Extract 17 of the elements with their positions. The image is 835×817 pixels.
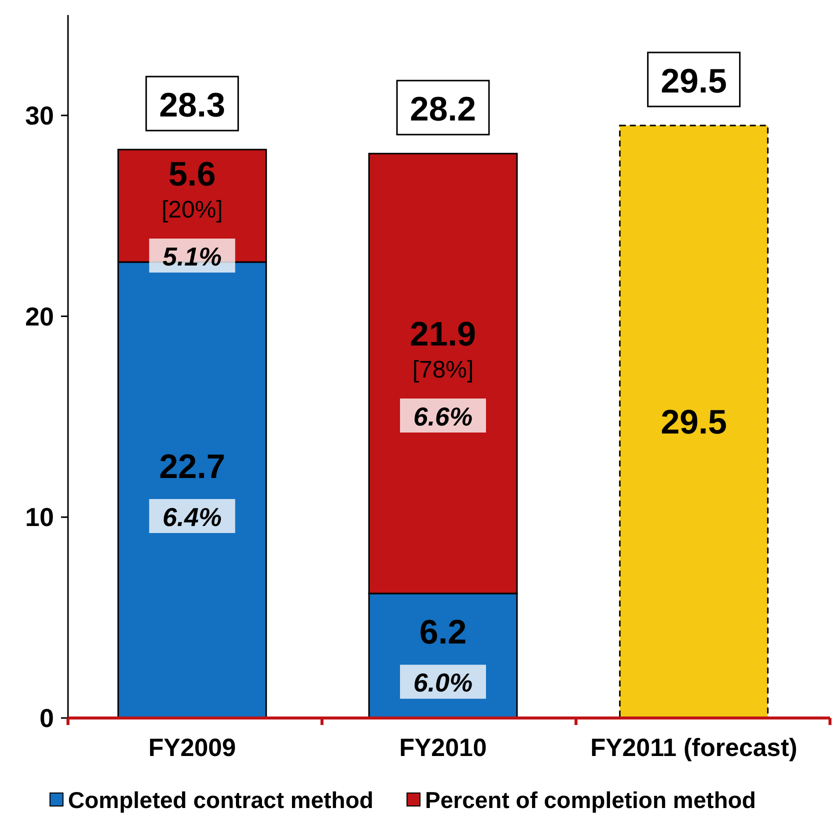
- data-label: 29.5: [660, 404, 727, 442]
- y-tick-label: 10: [25, 502, 54, 532]
- total-label: 28.3: [159, 86, 226, 125]
- total-label: 28.2: [410, 90, 476, 129]
- x-tick-label: FY2010: [399, 734, 487, 762]
- data-label: 22.7 6.4%: [159, 448, 226, 532]
- data-label: 6.2 6.0%: [413, 614, 473, 698]
- legend-label: Percent of completion method: [425, 787, 756, 813]
- legend-label: Completed contract method: [68, 787, 374, 813]
- y-tick-label: 0: [40, 703, 54, 734]
- data-label: 21.9 [78%] 6.6%: [410, 316, 476, 432]
- y-tick-label: 30: [25, 100, 54, 131]
- data-label: 5.6 [20%] 5.1%: [161, 156, 223, 272]
- x-tick-label: FY2009: [148, 734, 236, 762]
- y-tick-label: 20: [25, 301, 54, 332]
- total-label: 29.5: [660, 62, 727, 100]
- x-tick-label: FY2011 (forecast): [590, 734, 798, 762]
